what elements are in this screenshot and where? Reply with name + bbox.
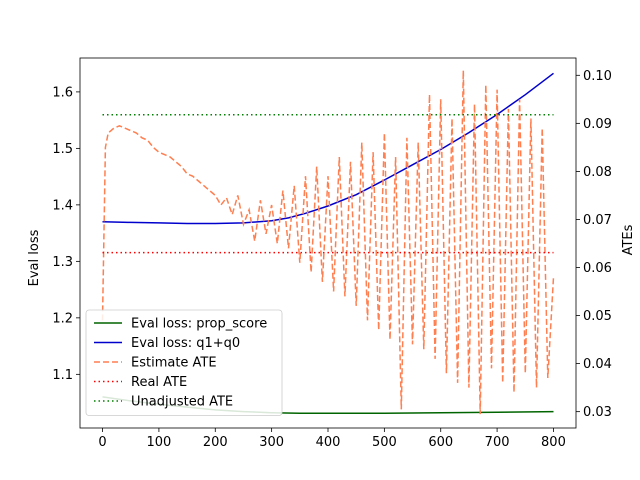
x-tick-label-3: 300 bbox=[259, 435, 284, 450]
y2-tick-label-7: 0.10 bbox=[583, 69, 612, 84]
x-tick-label-6: 600 bbox=[428, 435, 453, 450]
y2-tick-label-3: 0.06 bbox=[583, 261, 612, 276]
x-tick-label-2: 200 bbox=[203, 435, 228, 450]
x-tick-label-0: 0 bbox=[98, 435, 106, 450]
y2-tick-label-4: 0.07 bbox=[583, 213, 612, 228]
y-tick-label-1: 1.2 bbox=[52, 311, 73, 326]
axes: 0 100 200 300 400 500 600 700 800 1.1 1.2 1.3 1.4 1.5… bbox=[52, 57, 612, 450]
legend-label-3: Real ATE bbox=[131, 375, 187, 390]
y-axis-label: Eval loss bbox=[27, 229, 42, 286]
y2-tick-label-0: 0.03 bbox=[583, 405, 612, 420]
y2-tick-label-2: 0.05 bbox=[583, 309, 612, 324]
legend-label-0: Eval loss: prop_score bbox=[131, 317, 267, 332]
x-tick-label-7: 700 bbox=[485, 435, 510, 450]
y2-axis-label: ATEs bbox=[621, 224, 636, 255]
y-tick-label-2: 1.3 bbox=[52, 255, 73, 270]
y2-tick-label-6: 0.09 bbox=[583, 117, 612, 132]
legend-box bbox=[85, 309, 283, 416]
y-tick-label-5: 1.6 bbox=[52, 85, 73, 100]
series-line-1 bbox=[102, 72, 554, 225]
legend-label-1: Eval loss: q1+q0 bbox=[131, 336, 240, 351]
legend-label-4: Unadjusted ATE bbox=[131, 395, 233, 410]
x-tick-label-1: 100 bbox=[146, 435, 171, 450]
legend-label-2: Estimate ATE bbox=[131, 356, 217, 371]
x-tick-label-4: 400 bbox=[316, 435, 341, 450]
x-tick-label-5: 500 bbox=[372, 435, 397, 450]
y2-tick-label-5: 0.08 bbox=[583, 165, 612, 180]
x-tick-label-8: 800 bbox=[541, 435, 566, 450]
y-tick-label-0: 1.1 bbox=[52, 368, 73, 383]
legend: Eval loss: prop_score Eval loss: q1+q0 Est… bbox=[85, 309, 283, 416]
y2-tick-label-1: 0.04 bbox=[583, 357, 612, 372]
y-tick-label-4: 1.5 bbox=[52, 142, 73, 157]
y-tick-label-3: 1.4 bbox=[52, 198, 73, 213]
series-line-2 bbox=[101, 70, 555, 415]
